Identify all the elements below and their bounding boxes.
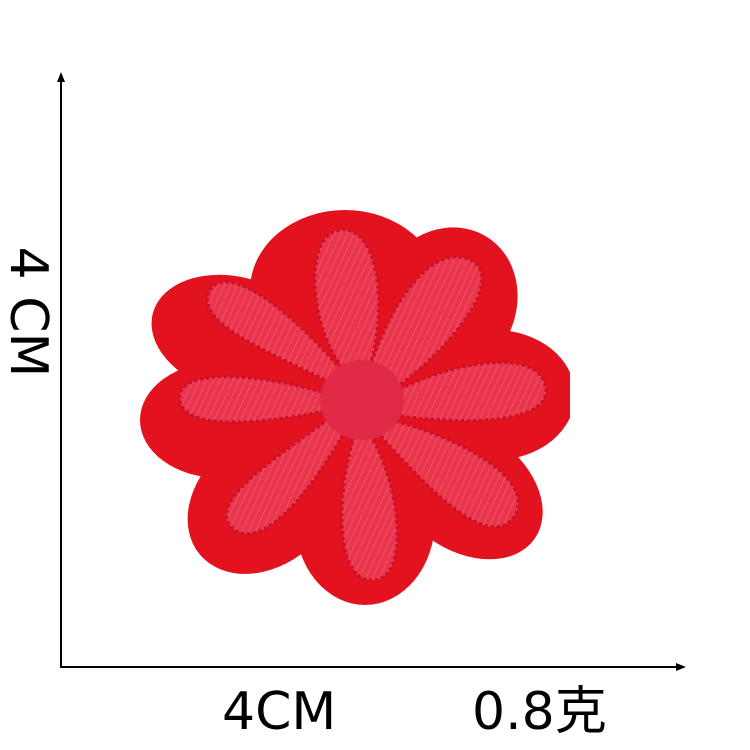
weight-label: 0.8克: [472, 682, 607, 742]
flower-patch-image: [140, 195, 575, 605]
height-dimension-label: 4 CM: [0, 246, 58, 378]
embroidered-petals: [178, 228, 548, 582]
horizontal-axis-arrow-icon: [676, 663, 686, 671]
flower-center: [320, 360, 404, 440]
width-dimension-label: 4CM: [222, 682, 337, 742]
vertical-axis-arrow-icon: [57, 72, 65, 82]
